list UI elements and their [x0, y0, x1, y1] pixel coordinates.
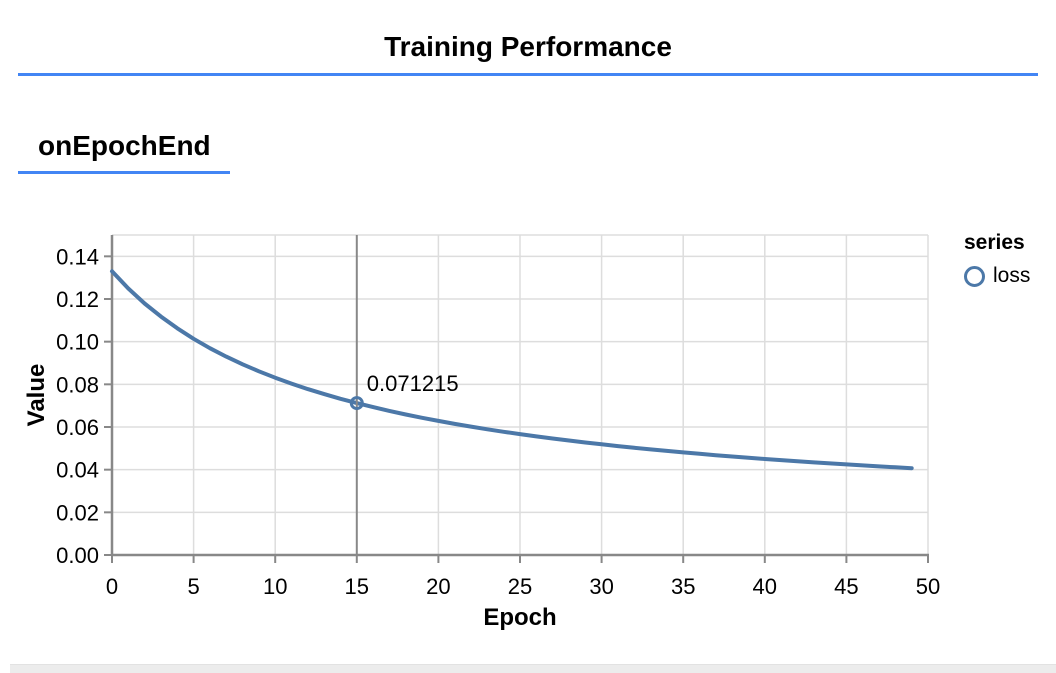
- x-axis-title: Epoch: [483, 604, 556, 631]
- svg-text:35: 35: [671, 574, 695, 599]
- training-chart-svg[interactable]: 0 5 10 15 20 25 30 35 40 45 50 0.00 0.02 0.04 0.06 0.08…: [0, 220, 1056, 664]
- svg-text:50: 50: [916, 574, 940, 599]
- tooltip-value: 0.071215: [367, 371, 459, 396]
- page-title: Training Performance: [384, 31, 672, 62]
- svg-text:0.00: 0.00: [56, 543, 99, 568]
- chart-grid: [111, 234, 929, 556]
- title-rule: [18, 73, 1038, 76]
- x-axis-labels: 0 5 10 15 20 25 30 35 40 45 50: [106, 555, 940, 599]
- y-axis-labels: 0.00 0.02 0.04 0.06 0.08 0.10 0.12 0.14: [56, 244, 112, 568]
- svg-text:40: 40: [753, 574, 777, 599]
- y-axis-title: Value: [23, 364, 50, 427]
- section-title-rule: [18, 171, 230, 174]
- highlighted-point[interactable]: [349, 396, 364, 411]
- chart-axes: 0 5 10 15 20 25 30 35 40 45 50 0.00 0.02 0.04 0.06 0.08…: [56, 235, 940, 599]
- svg-text:0.10: 0.10: [56, 330, 99, 355]
- svg-text:10: 10: [263, 574, 287, 599]
- svg-text:30: 30: [589, 574, 613, 599]
- svg-text:15: 15: [345, 574, 369, 599]
- loss-series-circle-icon: [964, 265, 985, 287]
- svg-text:0.04: 0.04: [56, 458, 99, 483]
- legend-item-loss[interactable]: loss: [964, 264, 1030, 288]
- svg-text:45: 45: [834, 574, 858, 599]
- section-title: onEpochEnd: [38, 130, 211, 161]
- bottom-divider: [10, 664, 1056, 673]
- legend-title: series: [964, 231, 1025, 254]
- svg-text:0.12: 0.12: [56, 287, 99, 312]
- legend-label-loss: loss: [993, 264, 1031, 287]
- loss-chart[interactable]: 0 5 10 15 20 25 30 35 40 45 50 0.00 0.02 0.04 0.06 0.08…: [0, 220, 1056, 664]
- svg-text:0.08: 0.08: [56, 372, 99, 397]
- chart-legend: series loss: [964, 231, 1030, 288]
- svg-text:0.14: 0.14: [56, 244, 99, 269]
- loss-line[interactable]: [110, 269, 914, 471]
- svg-text:0.06: 0.06: [56, 415, 99, 440]
- svg-text:0: 0: [106, 574, 118, 599]
- svg-text:0.02: 0.02: [56, 500, 99, 525]
- svg-text:25: 25: [508, 574, 532, 599]
- svg-text:5: 5: [187, 574, 199, 599]
- svg-text:20: 20: [426, 574, 450, 599]
